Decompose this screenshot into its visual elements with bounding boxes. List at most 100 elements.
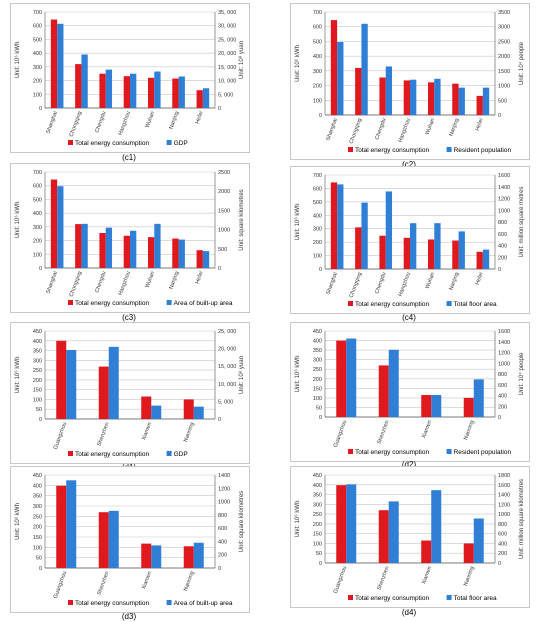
y-tick-label: 400: [33, 483, 42, 489]
x-tick-label: Nanjing: [448, 118, 460, 138]
bar-secondary: [151, 545, 162, 568]
y2-tick-label: 5, 000: [218, 92, 233, 98]
y-axis-label: Unit: 10⁶ kWh: [294, 356, 301, 393]
x-tick-label: Chengdu: [94, 111, 107, 134]
y2-tick-label: 1200: [498, 502, 510, 508]
y-axis-label: Unit: 10⁶ kWh: [294, 204, 301, 241]
x-tick-label: Xiamen: [141, 422, 153, 442]
y2-tick-label: 15, 000: [218, 364, 236, 370]
y-tick-label: 200: [313, 240, 322, 246]
y2-axis-label: Unit: million square kilometres: [519, 479, 525, 559]
bar-secondary: [346, 484, 357, 563]
y-tick-label: 450: [33, 329, 42, 335]
legend-label: Total energy consumption: [75, 451, 149, 458]
bar-primary: [56, 340, 67, 419]
bar-secondary: [388, 349, 399, 417]
y2-tick-label: 10, 000: [218, 382, 236, 388]
bar-secondary: [337, 184, 344, 269]
y-tick-label: 50: [36, 556, 42, 562]
y2-tick-label: 2000: [218, 189, 230, 195]
x-tick-label: Chongqing: [349, 272, 364, 299]
bar-secondary: [81, 54, 88, 108]
y-tick-label: 300: [313, 69, 322, 75]
bar-primary: [141, 396, 152, 419]
legend-swatch: [348, 449, 353, 454]
y2-tick-label: 400: [218, 539, 227, 545]
bar-primary: [452, 240, 459, 269]
y-tick-label: 150: [33, 535, 42, 541]
x-tick-label: Shanghai: [325, 272, 339, 296]
bar-primary: [403, 80, 410, 115]
bar-primary: [172, 78, 179, 108]
y-tick-label: 100: [313, 254, 322, 260]
chart-panel-d1: 0 50 100 150 200 250 300 350 400 450 0 5, 000 10, 00…: [10, 322, 250, 464]
bar-primary: [196, 250, 203, 268]
y-tick-label: 400: [313, 213, 322, 219]
x-tick-label: Shenzhen: [377, 566, 391, 591]
x-tick-label: Nanning: [183, 422, 196, 443]
x-tick-label: Guangzhou: [333, 566, 348, 595]
legend-label: Total energy consumption: [75, 300, 149, 307]
y2-tick-label: 1600: [498, 329, 510, 335]
x-tick-label: Guangzhou: [53, 422, 68, 451]
y2-axis-label: Unit: 10⁸ yuan: [238, 356, 245, 394]
x-tick-label: Chongqing: [69, 271, 84, 298]
bar-primary: [427, 239, 435, 269]
bar-secondary: [434, 78, 441, 115]
y-tick-label: 500: [313, 200, 322, 206]
y-tick-label: 350: [313, 348, 322, 354]
bar-primary: [183, 546, 194, 568]
y-tick-label: 100: [33, 545, 42, 551]
bar-secondary: [57, 186, 64, 268]
y-tick-label: 700: [313, 173, 322, 179]
chart-caption: (d4): [401, 608, 417, 617]
x-tick-label: Nanning: [463, 566, 476, 587]
y-tick-label: 0: [39, 417, 42, 423]
bar-secondary: [388, 501, 399, 563]
y2-tick-label: 3500: [498, 10, 510, 16]
y-axis-label: Unit: 10⁶ kWh: [294, 501, 301, 538]
x-tick-label: Chengdu: [374, 272, 387, 295]
x-tick-label: Hangzhou: [398, 118, 412, 144]
y-tick-label: 300: [313, 227, 322, 233]
bar-secondary: [473, 379, 484, 417]
y2-tick-label: 25, 000: [218, 37, 236, 43]
y2-tick-label: 35, 000: [218, 10, 236, 16]
bar-primary: [403, 237, 410, 269]
y2-tick-label: 30, 000: [218, 24, 236, 30]
bar-secondary: [154, 71, 161, 108]
legend-label: GDP: [174, 140, 188, 147]
x-tick-label: Nanjing: [448, 272, 460, 292]
legend-label: GDP: [174, 451, 188, 458]
x-tick-label: Nanjing: [168, 111, 180, 131]
chart-caption: (c4): [402, 313, 416, 322]
bar-secondary: [130, 73, 137, 108]
y-tick-label: 300: [33, 358, 42, 364]
y2-tick-label: 0: [218, 266, 221, 272]
y-tick-label: 250: [313, 367, 322, 373]
legend-swatch: [446, 147, 452, 152]
chart-svg: 0 50 100 150 200 250 300 350 400 450 0 200 400 600 800…: [14, 473, 245, 607]
y2-tick-label: 20, 000: [218, 347, 236, 353]
y-tick-label: 250: [33, 514, 42, 520]
bar-secondary: [66, 350, 77, 419]
x-tick-label: Chengdu: [94, 271, 107, 294]
y-tick-label: 100: [313, 98, 322, 104]
y-tick-label: 450: [33, 473, 42, 479]
bar-secondary: [57, 23, 64, 109]
y-tick-label: 400: [33, 211, 42, 217]
y-tick-label: 50: [36, 407, 42, 413]
bar-secondary: [482, 249, 490, 269]
bar-secondary: [473, 518, 484, 563]
y-tick-label: 100: [33, 92, 42, 98]
y-tick-label: 100: [33, 397, 42, 403]
x-tick-label: Hefei: [475, 118, 485, 132]
bar-primary: [336, 340, 347, 417]
y2-tick-label: 1600: [498, 173, 510, 179]
y2-axis-label: Unit: square kilometres: [239, 491, 245, 552]
x-tick-label: Hangzhou: [398, 272, 412, 298]
y2-tick-label: 0: [498, 267, 501, 273]
bar-secondary: [431, 490, 442, 563]
y-tick-label: 0: [39, 106, 42, 112]
x-tick-label: Shanghai: [325, 118, 339, 142]
